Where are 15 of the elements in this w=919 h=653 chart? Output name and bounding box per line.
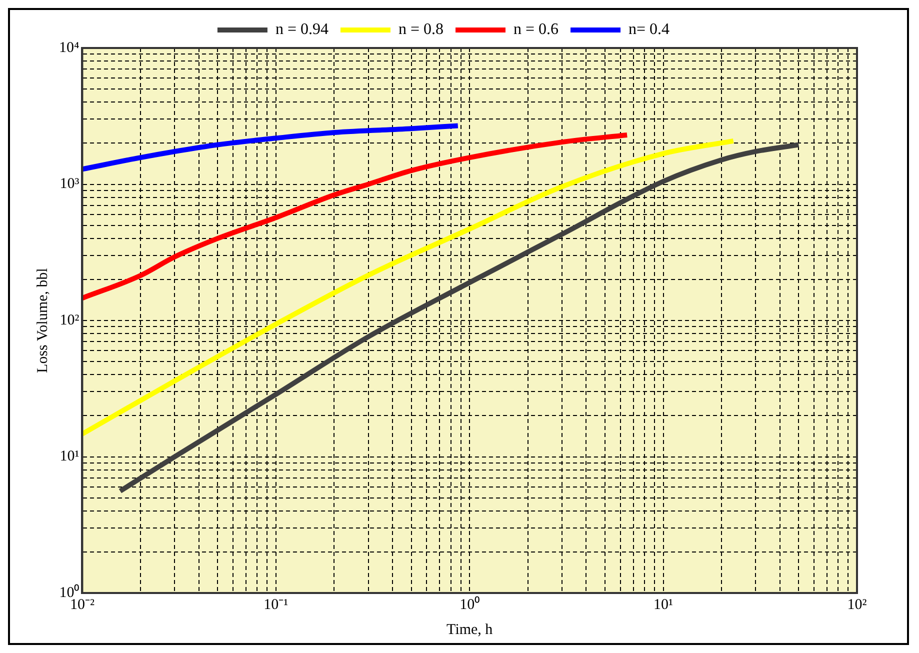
y-tick-label: 10² xyxy=(60,312,80,328)
legend-label: n = 0.6 xyxy=(514,21,559,38)
y-tick-label: 10⁴ xyxy=(58,40,80,56)
y-tick-label: 10¹ xyxy=(60,448,80,465)
x-tick-label: 10⁰ xyxy=(460,596,480,613)
x-tick-label: 10⁻² xyxy=(70,596,95,613)
y-tick-label: 10³ xyxy=(60,176,80,192)
y-axis-title: Loss Volume, bbl xyxy=(34,268,51,373)
legend-label: n= 0.4 xyxy=(628,21,670,38)
x-tick-label: 10¹ xyxy=(654,596,674,613)
legend-label: n = 0.8 xyxy=(398,21,444,38)
legend-label: n = 0.94 xyxy=(275,21,328,38)
x-axis-title: Time, h xyxy=(446,622,494,638)
x-tick-label: 10⁻¹ xyxy=(264,596,288,613)
x-tick-label: 10² xyxy=(847,596,868,613)
